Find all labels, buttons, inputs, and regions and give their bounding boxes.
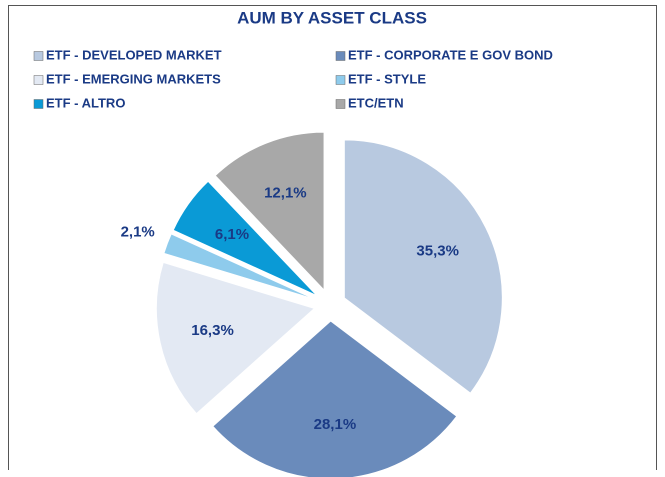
pie-slice	[155, 261, 316, 415]
value-label: 28,1%	[314, 416, 357, 433]
legend-marker	[335, 51, 346, 61]
pie-slice	[163, 233, 316, 300]
pie-slice	[212, 320, 458, 477]
legend-label: ETF - DEVELOPED MARKET	[46, 47, 222, 62]
value-label: 6,1%	[215, 226, 249, 243]
legend-label: ETF - ALTRO	[46, 95, 125, 110]
chart-title: AUM BY ASSET CLASS	[237, 8, 427, 27]
chart-frame	[8, 5, 657, 470]
legend-label: ETF - STYLE	[348, 71, 426, 86]
legend-marker	[335, 75, 346, 85]
value-label: 12,1%	[264, 184, 307, 201]
value-label: 35,3%	[416, 242, 459, 259]
pie-slice	[343, 139, 503, 394]
pie-slice	[172, 180, 318, 297]
legend-marker	[33, 51, 44, 61]
legend-label: ETF - EMERGING MARKETS	[46, 71, 221, 86]
legend-label: ETC/ETN	[348, 95, 404, 110]
legend-label: ETF - CORPORATE E GOV BOND	[348, 47, 553, 62]
legend-marker	[335, 99, 346, 109]
pie-slice	[214, 131, 325, 292]
legend-marker	[33, 75, 44, 85]
value-label: 16,3%	[191, 322, 234, 339]
legend-marker	[33, 99, 44, 109]
value-label: 2,1%	[121, 223, 155, 240]
